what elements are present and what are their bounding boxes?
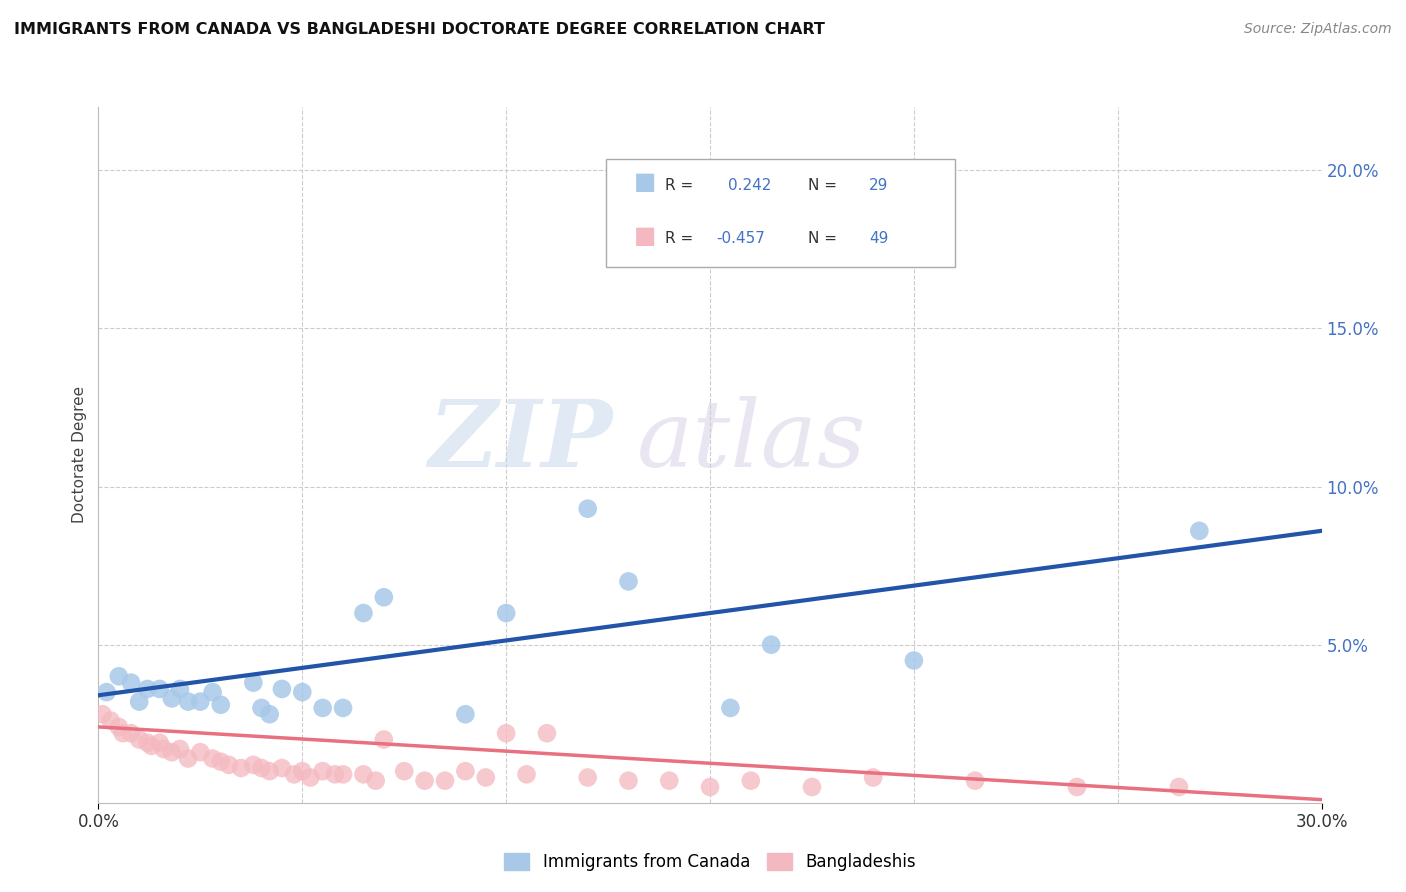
Point: [761, 638, 783, 652]
Point: [242, 675, 264, 690]
Point: [136, 736, 159, 750]
Point: [218, 757, 240, 772]
Point: [364, 773, 387, 788]
Point: [283, 767, 305, 781]
Point: [536, 726, 558, 740]
Text: R =: R =: [665, 231, 693, 246]
Text: 0.242: 0.242: [728, 178, 772, 194]
Point: [120, 726, 142, 740]
Point: [1188, 524, 1211, 538]
Point: [96, 685, 118, 699]
Point: [801, 780, 824, 794]
Point: [392, 764, 416, 779]
Point: [495, 726, 517, 740]
Point: [152, 742, 174, 756]
Text: 49: 49: [869, 231, 889, 246]
Point: [169, 681, 191, 696]
Point: [1167, 780, 1189, 794]
Point: [495, 606, 517, 620]
Point: [862, 771, 884, 785]
Point: [576, 501, 599, 516]
Text: ■: ■: [634, 170, 657, 194]
Point: [312, 701, 335, 715]
Point: [270, 681, 294, 696]
Point: [128, 732, 150, 747]
Text: R =: R =: [665, 178, 693, 194]
Point: [149, 736, 172, 750]
Text: atlas: atlas: [637, 396, 866, 486]
Point: [250, 761, 273, 775]
Text: 29: 29: [869, 178, 889, 194]
Point: [1066, 780, 1088, 794]
Text: IMMIGRANTS FROM CANADA VS BANGLADESHI DOCTORATE DEGREE CORRELATION CHART: IMMIGRANTS FROM CANADA VS BANGLADESHI DO…: [14, 22, 825, 37]
Point: [332, 767, 354, 781]
Point: [323, 767, 346, 781]
Point: [617, 574, 640, 589]
Point: [434, 773, 457, 788]
Point: [188, 745, 212, 759]
Point: [201, 685, 224, 699]
Point: [108, 669, 131, 683]
Point: [474, 771, 498, 785]
Point: [291, 685, 314, 699]
Point: [903, 653, 925, 667]
Point: [177, 695, 200, 709]
Text: -0.457: -0.457: [716, 231, 765, 246]
Text: ZIP: ZIP: [427, 396, 612, 486]
Point: [111, 726, 134, 740]
Point: [699, 780, 721, 794]
Point: [188, 695, 212, 709]
Text: ■: ■: [634, 224, 657, 248]
Point: [373, 732, 395, 747]
Point: [516, 767, 538, 781]
Point: [740, 773, 762, 788]
Point: [242, 757, 264, 772]
Point: [141, 739, 163, 753]
FancyBboxPatch shape: [606, 159, 955, 267]
Point: [454, 707, 477, 722]
Text: Source: ZipAtlas.com: Source: ZipAtlas.com: [1244, 22, 1392, 37]
Point: [100, 714, 122, 728]
Point: [291, 764, 314, 779]
Point: [352, 606, 374, 620]
Point: [299, 771, 322, 785]
Y-axis label: Doctorate Degree: Doctorate Degree: [72, 386, 87, 524]
Point: [658, 773, 681, 788]
Text: N =: N =: [808, 231, 837, 246]
Point: [373, 591, 395, 605]
Point: [965, 773, 987, 788]
Point: [201, 751, 224, 765]
Point: [108, 720, 131, 734]
Point: [136, 681, 159, 696]
Point: [454, 764, 477, 779]
Point: [413, 773, 436, 788]
Point: [259, 707, 281, 722]
Point: [250, 701, 273, 715]
Point: [312, 764, 335, 779]
Point: [332, 701, 354, 715]
Legend: Immigrants from Canada, Bangladeshis: Immigrants from Canada, Bangladeshis: [505, 853, 915, 871]
Point: [160, 691, 183, 706]
Point: [209, 698, 232, 712]
Point: [177, 751, 200, 765]
Point: [160, 745, 183, 759]
Point: [352, 767, 374, 781]
Point: [231, 761, 253, 775]
Point: [270, 761, 294, 775]
Point: [91, 707, 114, 722]
Point: [259, 764, 281, 779]
Point: [169, 742, 191, 756]
Point: [149, 681, 172, 696]
Point: [617, 773, 640, 788]
Point: [576, 771, 599, 785]
Point: [128, 695, 150, 709]
Text: N =: N =: [808, 178, 837, 194]
Point: [209, 755, 232, 769]
Point: [720, 701, 742, 715]
Point: [120, 675, 142, 690]
